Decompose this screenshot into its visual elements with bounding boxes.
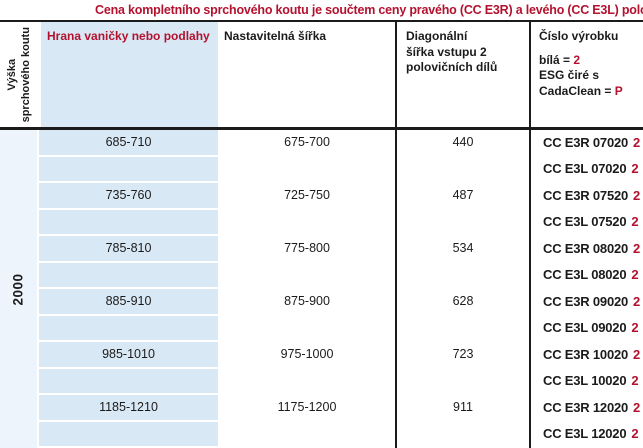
header-diagonal-entry-width: Diagonální šířka vstupu 2 polovičních dí… [397,22,529,127]
height-value-cell: 2000 [0,130,39,448]
cell-adjustable-width: 875-900 [218,289,396,316]
cell-tray-edge [39,209,218,236]
cell-tray-edge [39,368,218,395]
product-color-suffix: 2 [631,373,639,389]
product-color-suffix: 2 [631,214,639,230]
cell-tray-edge: 785-810 [39,236,218,263]
product-color-suffix: 2 [633,399,641,415]
cell-tray-edge [39,156,218,183]
cell-diagonal-width: 723 [396,342,530,369]
height-value: 2000 [10,272,26,306]
cell-diagonal-width [396,316,530,342]
product-color-suffix: 2 [631,161,639,177]
cell-adjustable-width: 775-800 [218,236,396,263]
product-color-suffix: 2 [631,426,639,442]
cell-product-code: CC E3R 10020 2 [530,342,643,369]
height-column-label: Výška sprchového koutu [5,26,32,123]
cell-diagonal-width [396,422,530,448]
cell-product-code: CC E3L 08020 2 [530,263,643,289]
cell-tray-edge: 985-1010 [39,342,218,369]
color-code-legend: bílá = 2 ESG čiré s CadaClean = P [539,52,623,98]
cell-product-code: CC E3L 12020 2 [530,422,643,448]
cell-diagonal-width: 911 [396,395,530,422]
title-divider-line [0,20,643,22]
cell-diagonal-width [396,369,530,395]
cell-adjustable-width [218,157,396,183]
product-color-suffix: 2 [633,187,641,203]
cell-product-code: CC E3L 09020 2 [530,316,643,342]
cell-adjustable-width: 1175-1200 [218,395,396,422]
cell-product-code: CC E3R 07020 2 [530,130,643,157]
cell-tray-edge [39,315,218,342]
cell-adjustable-width: 975-1000 [218,342,396,369]
column-separator-line [529,22,531,448]
page-title: Cena kompletního sprchového koutu je sou… [95,3,643,17]
product-color-suffix: 2 [633,240,641,256]
cell-diagonal-width: 534 [396,236,530,263]
cell-product-code: CC E3R 09020 2 [530,289,643,316]
price-table-body: 2000 685-710 675-700 440 CC E3R 07020 2 C… [0,130,643,448]
cell-tray-edge: 685-710 [39,130,218,157]
cell-product-code: CC E3R 07520 2 [530,183,643,210]
column-separator-line [395,22,397,448]
cell-tray-edge: 735-760 [39,183,218,210]
product-color-suffix: 2 [633,134,641,150]
cell-product-code: CC E3L 10020 2 [530,369,643,395]
cell-product-code: CC E3R 12020 2 [530,395,643,422]
cell-adjustable-width [218,422,396,448]
legend-cadaclean-code: P [614,83,623,98]
cell-product-code: CC E3R 08020 2 [530,236,643,263]
cell-adjustable-width [218,316,396,342]
cell-adjustable-width [218,210,396,236]
cell-adjustable-width [218,369,396,395]
cell-diagonal-width [396,157,530,183]
cell-diagonal-width [396,263,530,289]
cell-diagonal-width: 628 [396,289,530,316]
product-color-suffix: 2 [631,320,639,336]
cell-diagonal-width: 487 [396,183,530,210]
cell-product-code: CC E3L 07520 2 [530,210,643,236]
cell-tray-edge [39,421,218,448]
cell-tray-edge: 885-910 [39,289,218,316]
product-color-suffix: 2 [631,267,639,283]
header-adjustable-width: Nastavitelná šířka [218,22,395,127]
header-bottom-line [0,127,643,130]
header-tray-edge: Hrana vaničky nebo podlahy [41,22,218,127]
header-height-column: Výška sprchového koutu [0,22,39,127]
cell-tray-edge: 1185-1210 [39,395,218,422]
product-color-suffix: 2 [633,346,641,362]
cell-diagonal-width [396,210,530,236]
header-product-number: Číslo výrobku bílá = 2 ESG čiré s CadaCl… [531,22,643,127]
cell-adjustable-width: 725-750 [218,183,396,210]
cell-adjustable-width [218,263,396,289]
product-color-suffix: 2 [633,293,641,309]
cell-diagonal-width: 440 [396,130,530,157]
cell-product-code: CC E3L 07020 2 [530,157,643,183]
legend-white-code: 2 [573,52,581,67]
cell-adjustable-width: 675-700 [218,130,396,157]
cell-tray-edge [39,262,218,289]
